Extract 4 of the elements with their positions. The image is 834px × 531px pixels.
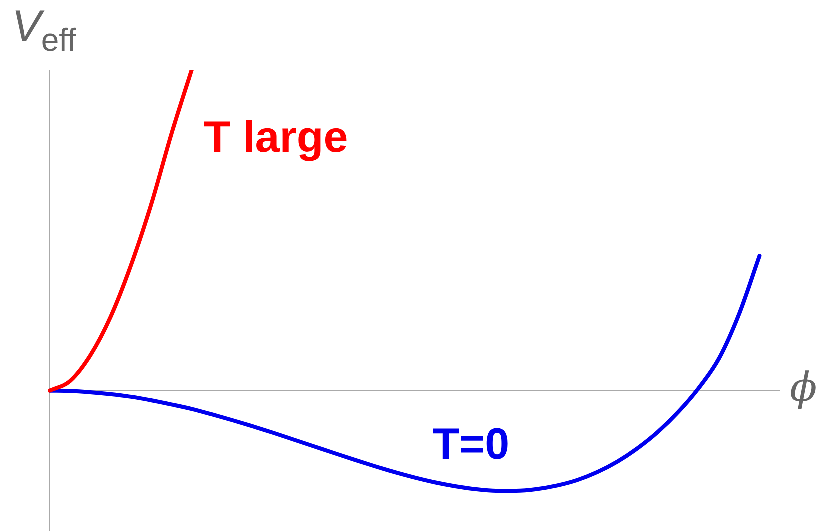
y-axis-title: V$_{eff}$ — [12, 2, 76, 59]
x-axis-title: ϕ — [790, 365, 818, 411]
series-label: T large — [204, 113, 348, 162]
series-label: T=0 — [432, 420, 510, 470]
